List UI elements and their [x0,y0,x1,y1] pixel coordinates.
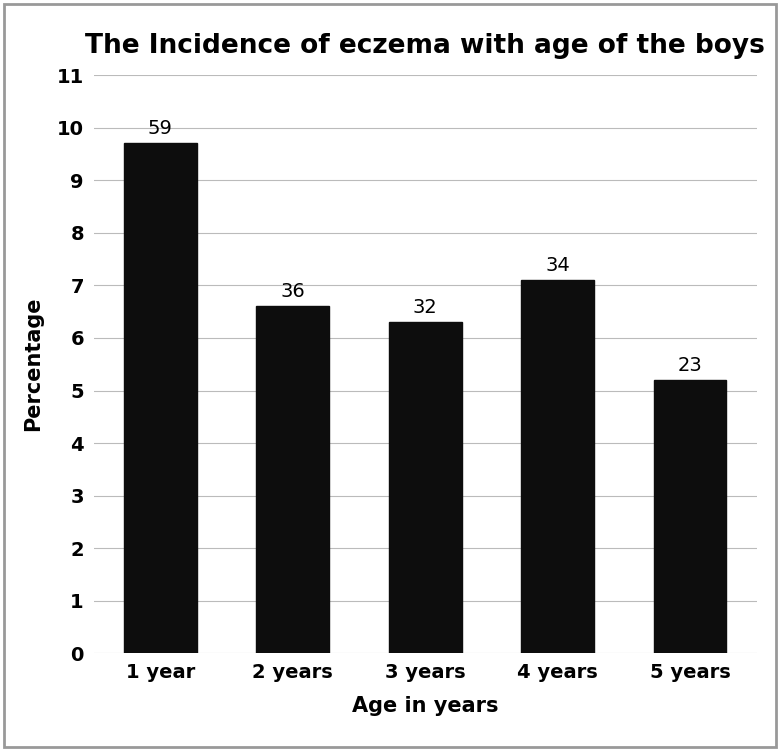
Bar [388,322,462,653]
Title: The Incidence of eczema with age of the boys: The Incidence of eczema with age of the … [85,33,765,59]
Text: 23: 23 [678,356,703,375]
Bar [654,380,726,653]
Bar [521,280,594,653]
Y-axis label: Percentage: Percentage [23,297,43,432]
Text: 36: 36 [280,282,305,301]
Text: 32: 32 [413,298,438,317]
Bar [124,143,197,653]
X-axis label: Age in years: Age in years [352,696,498,716]
Text: 34: 34 [545,256,570,275]
Text: 59: 59 [147,119,172,138]
Bar [256,306,329,653]
